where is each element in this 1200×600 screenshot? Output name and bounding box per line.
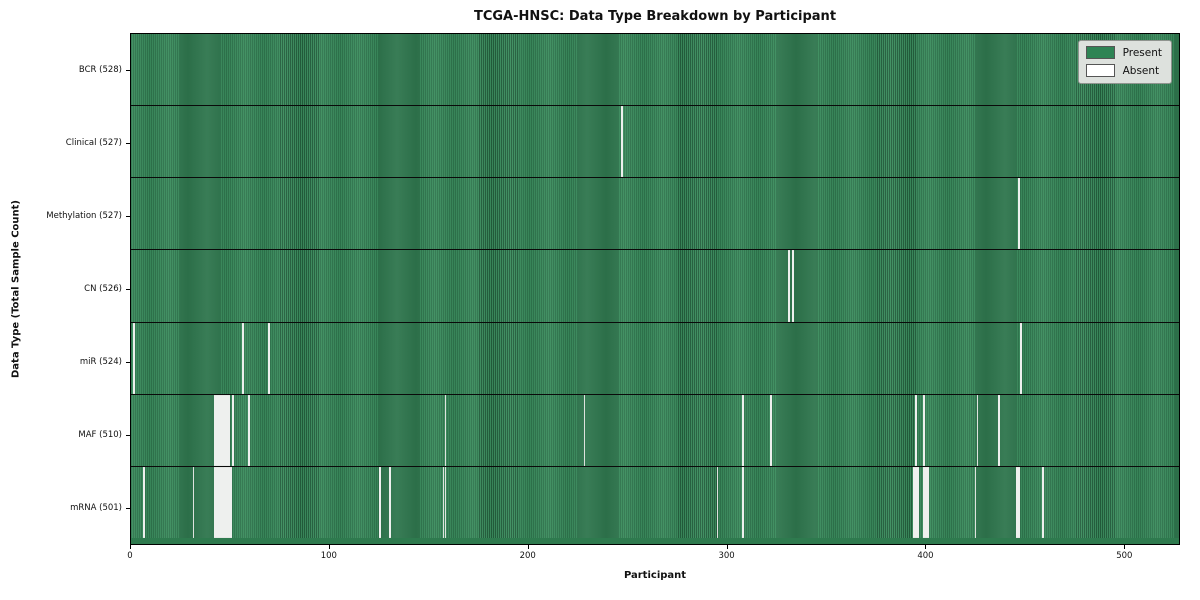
absent-cell <box>248 394 250 466</box>
legend-label-present: Present <box>1122 46 1162 59</box>
absent-cell <box>214 466 217 538</box>
absent-cell <box>218 394 220 466</box>
x-tick-label-0: 0 <box>127 551 133 561</box>
legend: Present Absent <box>1077 40 1172 84</box>
heatmap-row-clinical <box>131 106 1179 179</box>
absent-cell <box>1016 466 1018 538</box>
absent-cell <box>913 466 915 538</box>
x-tick-label-400: 400 <box>917 551 934 561</box>
absent-cell <box>142 466 145 538</box>
x-tick-mark <box>527 545 529 549</box>
y-tick-mark <box>126 69 130 71</box>
absent-cell <box>917 466 919 538</box>
absent-cell <box>242 322 244 394</box>
heatmap-row-mir <box>131 322 1179 395</box>
x-tick-mark <box>925 545 927 549</box>
y-tick-label-bcr: BCR (528) <box>78 64 122 75</box>
x-tick-mark <box>1124 545 1126 549</box>
legend-label-absent: Absent <box>1122 64 1160 77</box>
legend-entry-present: Present <box>1085 46 1162 59</box>
absent-swatch-icon <box>1085 64 1115 77</box>
absent-cell <box>1020 322 1022 394</box>
absent-cell <box>742 394 744 466</box>
absent-cell <box>974 466 977 538</box>
absent-cell <box>742 466 744 538</box>
absent-cell <box>218 466 220 538</box>
x-tick-label-300: 300 <box>718 551 735 561</box>
absent-cell <box>787 250 790 322</box>
absent-cell <box>220 466 222 538</box>
absent-cell <box>1018 466 1020 538</box>
heatmap-row-cn <box>131 250 1179 323</box>
absent-cell <box>216 466 219 538</box>
absent-cell <box>1018 178 1020 250</box>
heatmap-row-methylation <box>131 178 1179 251</box>
absent-cell <box>976 394 979 466</box>
absent-cell <box>228 394 230 466</box>
absent-cell <box>915 466 917 538</box>
x-tick-label-500: 500 <box>1116 551 1133 561</box>
absent-cell <box>224 394 226 466</box>
y-tick-mark <box>126 289 130 290</box>
x-tick-label-200: 200 <box>519 551 536 561</box>
absent-cell <box>232 394 234 466</box>
absent-cell <box>224 466 226 538</box>
absent-cell <box>267 322 270 394</box>
y-tick-label-maf: MAF (510) <box>78 430 122 441</box>
absent-cell <box>716 466 719 538</box>
absent-cell <box>230 466 232 538</box>
y-tick-mark <box>126 435 130 437</box>
absent-cell <box>1042 466 1044 538</box>
absent-cell <box>444 466 447 538</box>
y-tick-label-methylation: Methylation (527) <box>46 210 122 221</box>
absent-cell <box>226 394 228 466</box>
y-tick-mark <box>126 362 130 364</box>
y-tick-label-cn: CN (526) <box>84 284 122 294</box>
y-tick-mark <box>126 215 130 217</box>
absent-cell <box>998 394 1001 466</box>
absent-cell <box>924 466 927 538</box>
absent-cell <box>389 466 391 538</box>
absent-cell <box>621 106 623 178</box>
absent-cell <box>228 466 230 538</box>
x-tick-mark <box>726 545 728 549</box>
y-tick-label-mrna: mRNA (501) <box>70 503 122 514</box>
absent-cell <box>220 394 222 466</box>
legend-entry-absent: Absent <box>1085 64 1162 77</box>
x-tick-mark <box>130 545 131 549</box>
absent-cell <box>922 466 925 538</box>
y-tick-mark <box>126 508 130 510</box>
absent-cell <box>214 394 217 466</box>
y-tick-mark <box>126 142 130 144</box>
present-swatch-icon <box>1085 46 1115 59</box>
heatmap-row-bcr <box>131 34 1179 107</box>
chart-title: TCGA-HNSC: Data Type Breakdown by Partic… <box>473 9 837 24</box>
absent-cell <box>442 466 445 538</box>
heatmap-rows <box>131 34 1179 538</box>
absent-cell <box>922 394 925 466</box>
y-tick-label-clinical: Clinical (527) <box>65 137 122 148</box>
absent-cell <box>444 394 447 466</box>
absent-cell <box>222 394 224 466</box>
absent-cell <box>216 394 219 466</box>
absent-cell <box>132 322 135 394</box>
x-tick-mark <box>328 545 330 549</box>
absent-cell <box>192 466 195 538</box>
x-tick-label-100: 100 <box>320 551 337 561</box>
absent-cell <box>926 466 929 538</box>
absent-cell <box>583 394 586 466</box>
absent-cell <box>791 250 794 322</box>
absent-cell <box>226 466 228 538</box>
absent-cell <box>770 394 772 466</box>
plot-area: Present Absent <box>130 33 1180 545</box>
x-axis-title: Participant <box>623 570 687 581</box>
absent-cell <box>915 394 917 466</box>
absent-cell <box>379 466 381 538</box>
heatmap-row-maf <box>131 394 1179 467</box>
y-tick-label-mir: miR (524) <box>79 357 122 368</box>
absent-cell <box>222 466 224 538</box>
heatmap-row-mrna <box>131 466 1179 538</box>
